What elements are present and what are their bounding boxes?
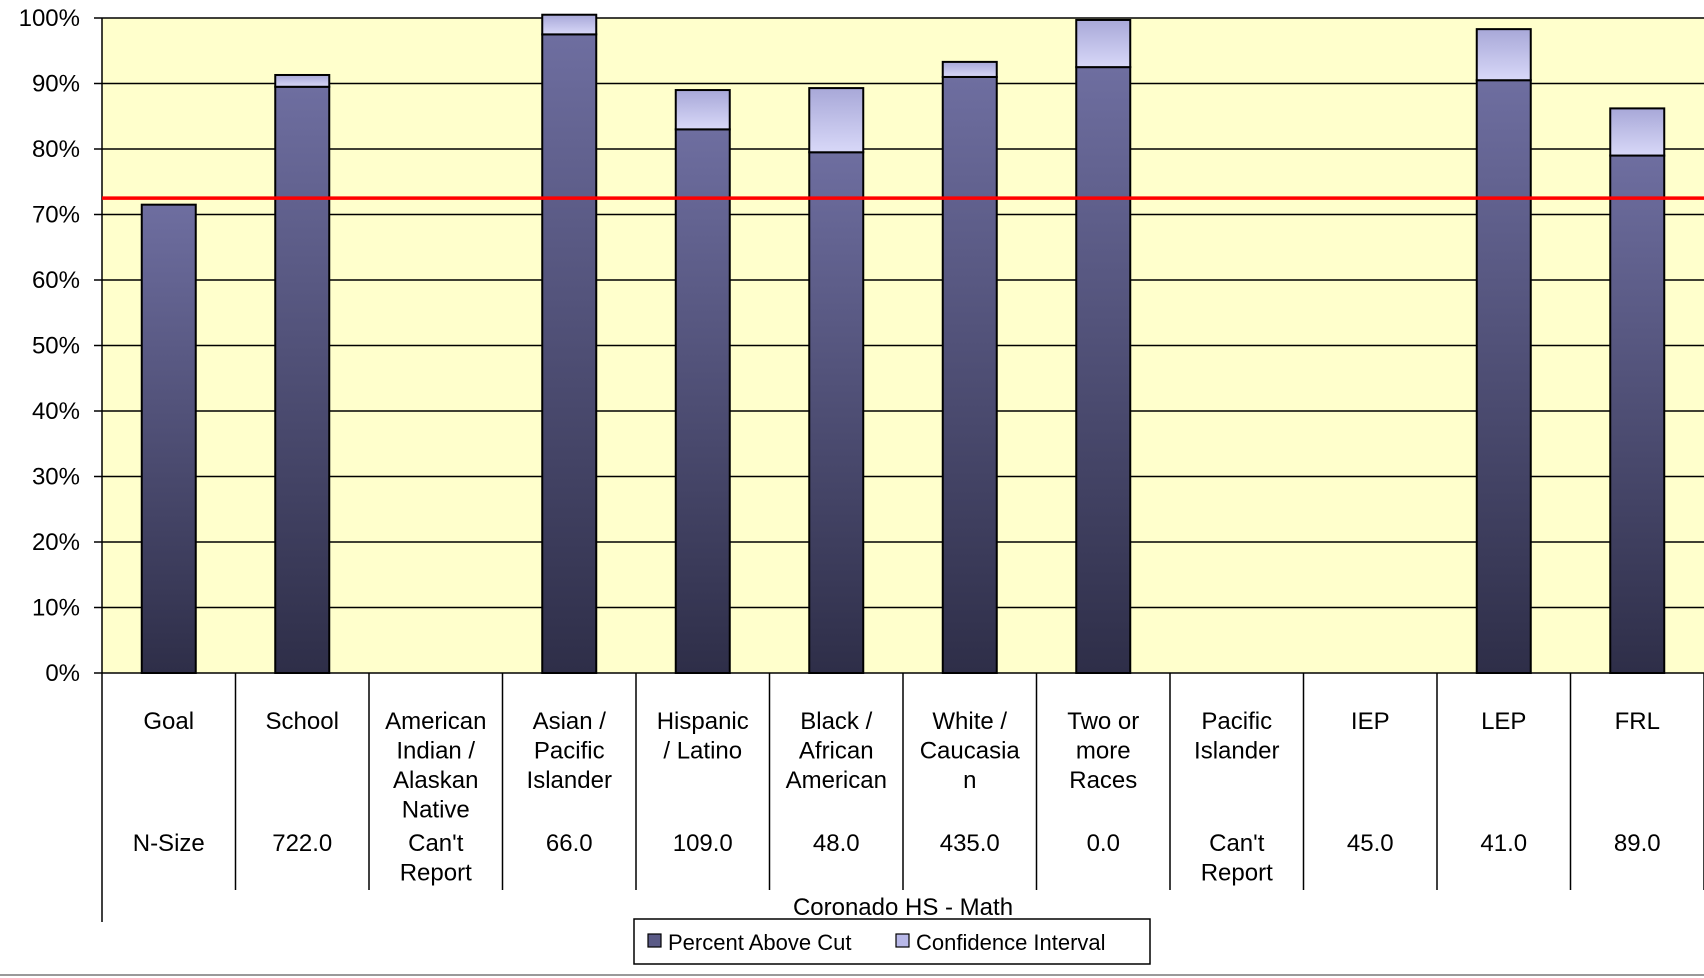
nsize-label: 89.0 xyxy=(1614,830,1661,857)
bar-confidence-interval xyxy=(674,89,731,131)
category-label: IEP xyxy=(1351,708,1390,735)
bar-confidence-interval xyxy=(941,60,998,78)
category-label: Islander xyxy=(527,767,612,794)
x-axis-label: Coronado HS - Math xyxy=(793,894,1013,921)
nsize-label: Report xyxy=(400,860,472,887)
nsize-label: 41.0 xyxy=(1480,830,1527,857)
nsize-label: Can't xyxy=(1209,830,1265,857)
category-label: Indian / xyxy=(396,738,475,765)
nsize-label: 0.0 xyxy=(1087,830,1120,857)
y-tick-label: 90% xyxy=(32,71,80,98)
y-tick-label: 50% xyxy=(32,333,80,360)
bar-percent-above-cut xyxy=(140,203,197,675)
bar-percent-above-cut xyxy=(1609,154,1666,675)
category-label: Native xyxy=(402,797,470,824)
legend-label-confidence-interval: Confidence Interval xyxy=(916,930,1106,955)
nsize-label: Report xyxy=(1201,860,1273,887)
gridlines xyxy=(102,17,1704,674)
bar-confidence-interval xyxy=(1609,107,1666,157)
bar-percent-above-cut xyxy=(674,128,731,675)
nsize-label: 722.0 xyxy=(272,830,332,857)
legend-label-percent-above-cut: Percent Above Cut xyxy=(668,930,851,955)
category-label: Hispanic xyxy=(657,708,749,735)
category-label: Races xyxy=(1069,767,1137,794)
category-table: Goal N-Size School 722.0 American Indian /Ala… xyxy=(133,673,1704,890)
bar-percent-above-cut xyxy=(808,151,865,674)
category-label: LEP xyxy=(1481,708,1526,735)
bar-confidence-interval xyxy=(1075,18,1132,69)
bars xyxy=(140,13,1666,675)
category-label: White / xyxy=(932,708,1007,735)
bar-percent-above-cut xyxy=(941,75,998,674)
bar-percent-above-cut xyxy=(1475,79,1532,675)
nsize-label: 435.0 xyxy=(940,830,1000,857)
y-tick-label: 20% xyxy=(32,529,80,556)
legend-swatch-confidence-interval xyxy=(895,933,910,948)
bar-percent-above-cut xyxy=(541,33,598,674)
y-tick-label: 30% xyxy=(32,464,80,491)
y-tick-label: 0% xyxy=(45,660,80,687)
y-tick-label: 100% xyxy=(19,5,80,32)
category-label: Asian / xyxy=(533,708,607,735)
category-label: Caucasia xyxy=(920,738,1021,765)
category-label: Two or xyxy=(1067,708,1139,735)
category-label: Goal xyxy=(143,708,194,735)
bar-confidence-interval xyxy=(808,87,865,154)
bar-percent-above-cut xyxy=(1075,66,1132,674)
nsize-label: 48.0 xyxy=(813,830,860,857)
y-axis: 0% 10% 20% 30% 40% 50% 60% 70% 80% 90% 100% xyxy=(19,5,103,922)
category-label: School xyxy=(266,708,339,735)
category-label: Alaskan xyxy=(393,767,478,794)
bar-percent-above-cut xyxy=(274,85,331,674)
legend-box xyxy=(633,918,1151,965)
category-label: African xyxy=(799,738,874,765)
category-label: American xyxy=(786,767,887,794)
nsize-label: 66.0 xyxy=(546,830,593,857)
nsize-label: N-Size xyxy=(133,830,205,857)
legend: Percent Above Cut Confidence Interval xyxy=(633,918,1151,965)
category-label: Pacific xyxy=(534,738,605,765)
category-label: Black / xyxy=(800,708,872,735)
nsize-label: 109.0 xyxy=(673,830,733,857)
y-tick-label: 60% xyxy=(32,267,80,294)
legend-swatch-percent-above-cut xyxy=(647,933,662,948)
category-label: FRL xyxy=(1615,708,1660,735)
bar-confidence-interval xyxy=(541,13,598,36)
bar-confidence-interval xyxy=(1475,28,1532,82)
category-label: more xyxy=(1076,738,1131,765)
category-label: Pacific xyxy=(1201,708,1272,735)
category-label: / Latino xyxy=(663,738,742,765)
y-tick-label: 70% xyxy=(32,202,80,229)
category-label: American xyxy=(385,708,486,735)
y-tick-label: 10% xyxy=(32,595,80,622)
category-label: n xyxy=(963,767,976,794)
nsize-label: 45.0 xyxy=(1347,830,1394,857)
category-label: Islander xyxy=(1194,738,1279,765)
bar-confidence-interval xyxy=(274,73,331,88)
y-tick-label: 40% xyxy=(32,398,80,425)
nsize-label: Can't xyxy=(408,830,464,857)
y-tick-label: 80% xyxy=(32,136,80,163)
